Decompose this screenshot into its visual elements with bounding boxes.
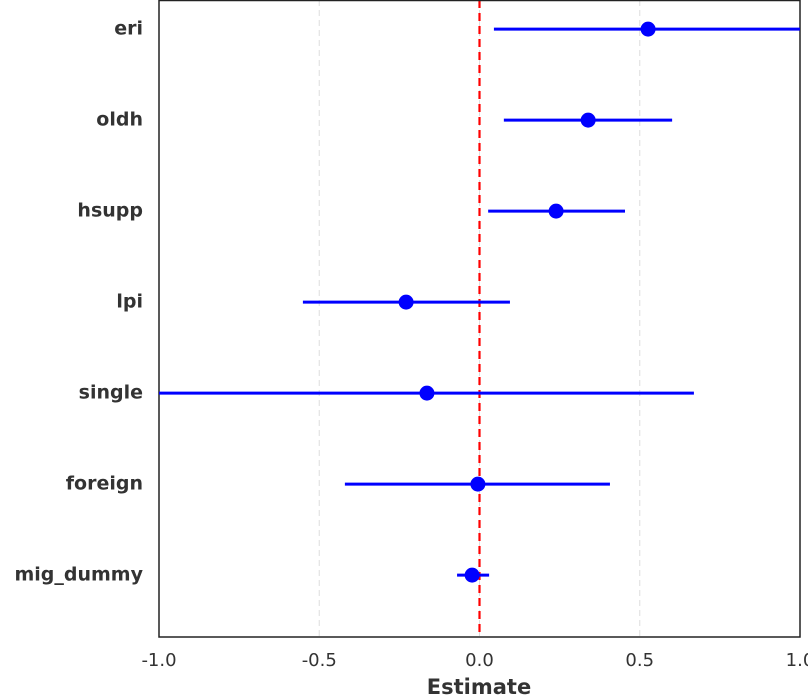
estimate-point xyxy=(398,294,414,310)
estimate-point xyxy=(464,567,480,583)
y-tick-label: oldh xyxy=(96,109,143,131)
estimate-point xyxy=(548,203,564,219)
estimate-point xyxy=(419,385,435,401)
x-axis-label: Estimate xyxy=(427,675,531,698)
y-tick-label: eri xyxy=(114,18,143,40)
x-tick-label: -1.0 xyxy=(141,650,176,671)
y-tick-label: hsupp xyxy=(77,200,143,222)
estimate-point xyxy=(640,21,656,37)
estimate-point xyxy=(470,476,486,492)
y-tick-label: foreign xyxy=(66,473,143,495)
x-tick-label: 1.0 xyxy=(786,650,808,671)
y-tick-label: lpi xyxy=(116,291,143,313)
x-tick-label: 0.0 xyxy=(465,650,494,671)
x-tick-label: -0.5 xyxy=(302,650,337,671)
estimate-point xyxy=(580,112,596,128)
y-tick-label: single xyxy=(79,382,143,404)
plot-frame xyxy=(158,0,801,638)
x-tick-label: 0.5 xyxy=(625,650,654,671)
y-tick-label: mig_dummy xyxy=(14,564,143,586)
